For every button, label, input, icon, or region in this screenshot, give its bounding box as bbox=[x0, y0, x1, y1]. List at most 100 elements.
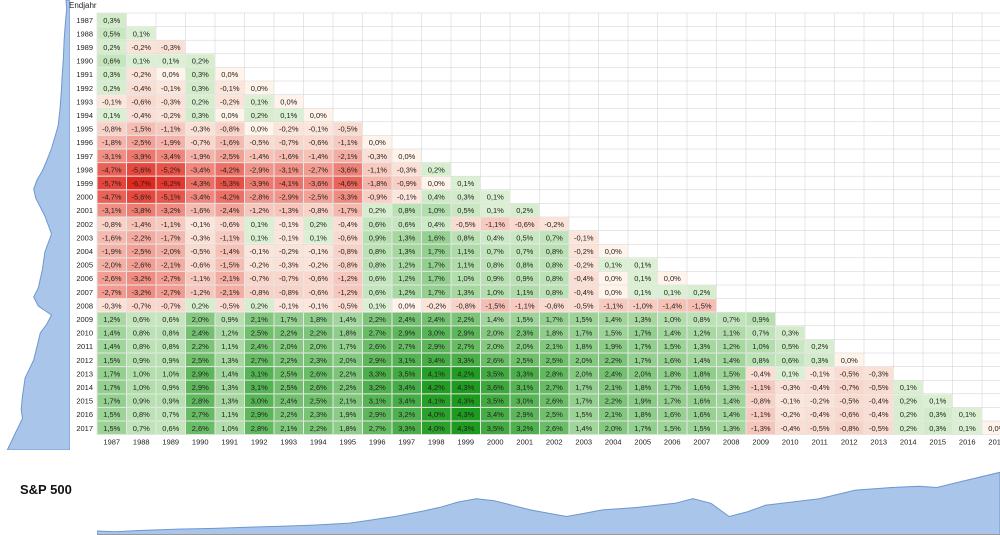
heatmap-cell-label: 3,6% bbox=[487, 383, 504, 392]
start-year-tick-label: 1996 bbox=[369, 438, 386, 447]
heatmap-cell-label: 2,9% bbox=[428, 342, 445, 351]
heatmap-cell-label: -0,1% bbox=[308, 301, 328, 310]
heatmap-cell bbox=[363, 135, 392, 149]
heatmap-cell-label: 0,3% bbox=[782, 329, 799, 338]
heatmap-cell bbox=[245, 312, 274, 326]
heatmap-cell bbox=[156, 122, 185, 135]
heatmap-cell-label: -0,7% bbox=[279, 274, 299, 283]
heatmap-cell-label: 0,9% bbox=[369, 233, 386, 242]
heatmap-cell-label: 2,0% bbox=[487, 329, 504, 338]
heatmap-cell-label: 1,4% bbox=[723, 397, 740, 406]
heatmap-cell bbox=[215, 299, 244, 312]
heatmap-cell-label: 0,8% bbox=[546, 288, 563, 297]
heatmap-cell bbox=[805, 380, 834, 394]
heatmap-cell-label: 0,0% bbox=[162, 70, 179, 79]
heatmap-cell-label: 3,4% bbox=[398, 383, 415, 392]
heatmap-cell-label: -0,4% bbox=[574, 274, 594, 283]
heatmap-cell-label: 2,9% bbox=[369, 356, 386, 365]
heatmap-cell bbox=[422, 380, 451, 394]
end-year-tick-label: 2003 bbox=[76, 233, 93, 242]
heatmap-cell-label: -1,8% bbox=[102, 138, 122, 147]
heatmap-cell bbox=[304, 176, 333, 190]
heatmap-cell-label: 2,1% bbox=[605, 410, 622, 419]
heatmap-cell-label: 1,7% bbox=[634, 329, 651, 338]
heatmap-cell-label: 1,1% bbox=[723, 329, 740, 338]
heatmap-cell bbox=[304, 326, 333, 339]
heatmap-cell bbox=[599, 353, 628, 367]
heatmap-cell-label: 0,0% bbox=[428, 179, 445, 188]
heatmap-cell bbox=[333, 203, 362, 217]
heatmap-cell-label: 3,0% bbox=[251, 397, 268, 406]
heatmap-cell-label: 3,5% bbox=[398, 369, 415, 378]
heatmap-cell-label: -0,4% bbox=[780, 424, 800, 433]
heatmap-cell bbox=[304, 299, 333, 312]
heatmap-cell bbox=[599, 380, 628, 394]
heatmap-cell bbox=[392, 421, 421, 435]
heatmap-cell-label: 1,5% bbox=[575, 410, 592, 419]
start-year-tick-label: 2007 bbox=[693, 438, 710, 447]
heatmap-cell-label: -1,1% bbox=[485, 220, 505, 229]
heatmap-cell-label: 2,9% bbox=[192, 369, 209, 378]
heatmap-cell-label: 0,8% bbox=[369, 247, 386, 256]
end-year-tick-label: 1991 bbox=[76, 70, 93, 79]
heatmap-cell-label: 0,3% bbox=[929, 424, 946, 433]
heatmap-cell bbox=[186, 421, 215, 435]
heatmap-cell bbox=[658, 312, 687, 326]
heatmap-cell-label: -1,9% bbox=[102, 247, 122, 256]
heatmap-cell bbox=[274, 108, 303, 122]
heatmap-cell-label: 0,8% bbox=[546, 261, 563, 270]
heatmap-cell-label: -0,8% bbox=[839, 424, 859, 433]
heatmap-cell-label: -1,4% bbox=[131, 220, 151, 229]
heatmap-cell-label: 2,2% bbox=[457, 315, 474, 324]
heatmap-cell-label: -1,1% bbox=[161, 125, 181, 134]
heatmap-cell bbox=[304, 149, 333, 163]
heatmap-cell bbox=[333, 190, 362, 203]
heatmap-cell-label: -0,8% bbox=[279, 288, 299, 297]
heatmap-cell-label: -0,5% bbox=[839, 397, 859, 406]
heatmap-cell-label: 0,2% bbox=[693, 288, 710, 297]
heatmap-cell bbox=[392, 190, 421, 203]
heatmap-cell bbox=[304, 190, 333, 203]
heatmap-cell-label: 1,2% bbox=[103, 315, 120, 324]
heatmap-cell-label: 1,7% bbox=[634, 424, 651, 433]
heatmap-cell-label: 1,4% bbox=[723, 410, 740, 419]
heatmap-cell bbox=[628, 299, 657, 312]
heatmap-cell bbox=[186, 394, 215, 407]
heatmap-cell bbox=[717, 339, 746, 353]
heatmap-cell-label: -0,4% bbox=[869, 397, 889, 406]
heatmap-cell-label: 1,4% bbox=[221, 369, 238, 378]
heatmap-cell-label: -0,1% bbox=[220, 84, 240, 93]
heatmap-cell bbox=[451, 380, 480, 394]
heatmap-cell-label: -0,8% bbox=[338, 261, 358, 270]
heatmap-cell bbox=[540, 353, 569, 367]
end-year-tick-label: 2013 bbox=[76, 369, 93, 378]
end-year-tick-label: 1987 bbox=[76, 16, 93, 25]
heatmap-cell-label: 0,1% bbox=[103, 111, 120, 120]
heatmap-cell-label: 0,9% bbox=[516, 274, 533, 283]
heatmap-cell-label: -1,2% bbox=[249, 206, 269, 215]
heatmap-cell bbox=[717, 326, 746, 339]
heatmap-cell-label: 1,7% bbox=[428, 288, 445, 297]
heatmap-cell bbox=[333, 285, 362, 299]
end-year-tick-label: 2011 bbox=[77, 342, 93, 351]
heatmap-cell bbox=[156, 135, 185, 149]
heatmap-cell bbox=[186, 135, 215, 149]
end-year-tick-label: 1997 bbox=[76, 152, 93, 161]
start-year-tick-label: 1997 bbox=[398, 438, 415, 447]
heatmap-cell bbox=[245, 339, 274, 353]
heatmap-cell-label: 0,6% bbox=[398, 220, 415, 229]
heatmap-cell-label: -1,7% bbox=[338, 206, 358, 215]
heatmap-cell bbox=[746, 326, 775, 339]
heatmap-cell-label: 0,0% bbox=[221, 111, 238, 120]
heatmap-cell bbox=[245, 271, 274, 285]
heatmap-cell bbox=[776, 380, 805, 394]
heatmap-cell-label: 0,0% bbox=[280, 97, 297, 106]
heatmap-cell-label: -0,5% bbox=[869, 424, 889, 433]
heatmap-cell bbox=[215, 244, 244, 258]
end-year-tick-label: 1999 bbox=[76, 179, 93, 188]
heatmap-cell bbox=[776, 407, 805, 421]
heatmap-cell bbox=[481, 258, 510, 271]
heatmap-cell-label: -1,6% bbox=[102, 233, 122, 242]
start-year-tick-label: 2001 bbox=[516, 438, 533, 447]
heatmap-cell bbox=[481, 353, 510, 367]
